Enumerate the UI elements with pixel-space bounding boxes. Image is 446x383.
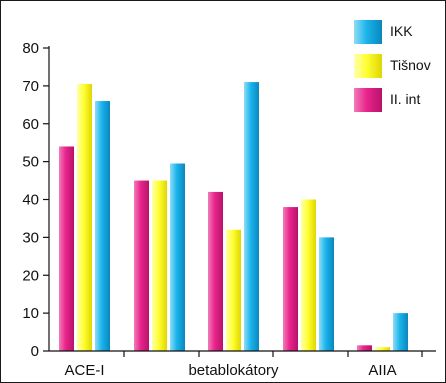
legend-swatch-ti-nov [354,54,382,78]
x-category-label-4: AIIA [368,362,396,379]
y-tick-label-70: 70 [22,78,39,95]
y-tick-label-0: 0 [31,343,39,360]
bar-ti-nov-0 [77,83,92,351]
y-tick-label-10: 10 [22,305,39,322]
bar-ikk-0 [95,101,110,352]
bar-ikk-4 [393,313,408,351]
bar-ii-int-0 [59,146,74,351]
x-category-label-2: betablokátory [188,362,279,379]
legend-label-ti-nov: Tišnov [390,57,431,73]
bar-ikk-3 [319,237,334,351]
axes-group: 0 10 20 30 40 50 60 70 80 ACE-I betablokátory AIIA [22,40,436,379]
bar-ii-int-2 [208,191,223,351]
y-tick-label-40: 40 [22,192,39,209]
bar-ti-nov-3 [301,199,316,351]
legend-label-ikk: IKK [390,23,413,39]
y-tick-label-20: 20 [22,267,39,284]
bar-ii-int-1 [134,180,149,351]
bar-ti-nov-1 [152,180,167,351]
y-tick-label-80: 80 [22,40,39,57]
bar-ii-int-4 [357,345,372,351]
x-category-label-0: ACE-I [64,362,104,379]
y-tick-label-30: 30 [22,229,39,246]
legend-swatch-ikk [354,20,382,44]
bar-ti-nov-2 [226,229,241,351]
legend-swatch-ii-int [354,88,382,112]
legend: IKK Tišnov II. int [354,20,431,112]
y-tick-label-50: 50 [22,154,39,171]
legend-label-ii-int: II. int [390,91,420,107]
bars-group [59,82,408,352]
bar-ikk-2 [244,82,259,352]
bar-ti-nov-4 [375,347,390,351]
bar-ii-int-3 [283,207,298,351]
bar-ikk-1 [170,163,185,351]
y-tick-label-60: 60 [22,116,39,133]
